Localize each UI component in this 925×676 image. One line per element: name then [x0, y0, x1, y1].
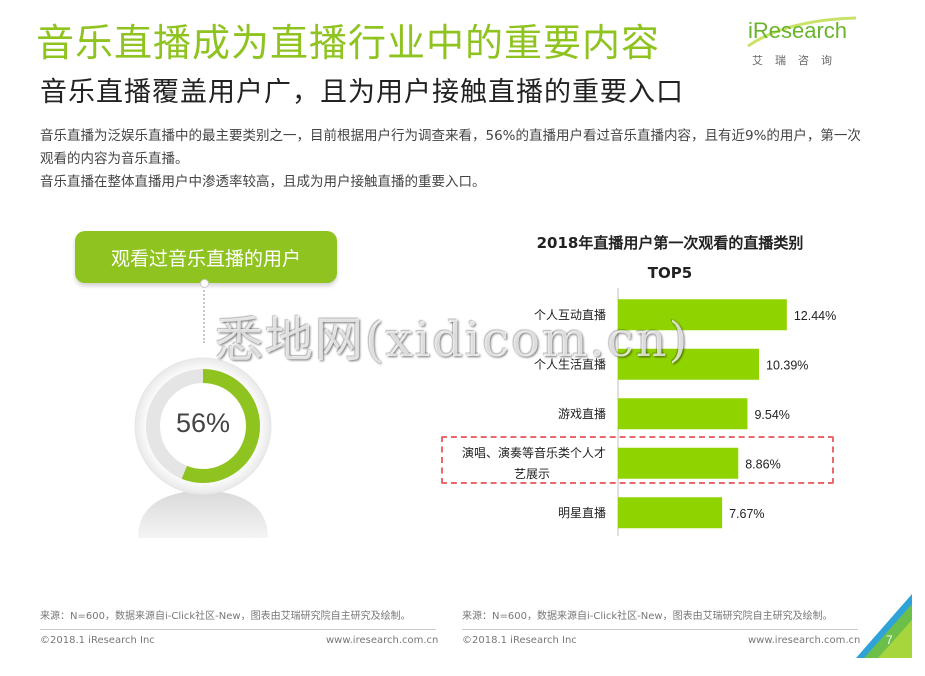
connector-dot: [200, 279, 209, 288]
donut-panel: 56%: [118, 338, 288, 588]
logo-swoosh-icon: [747, 16, 857, 48]
chart-title-line1: 2018年直播用户第一次观看的直播类别: [536, 234, 804, 252]
chart-category-label: 个人互动直播: [534, 308, 606, 322]
bar-chart: 个人互动直播 12.44% 个人生活直播 10.39% 游戏直播 9.54% 演唱、演奏等音…: [462, 288, 836, 536]
chart-title-line2: TOP5: [647, 264, 693, 282]
chart-value-label: 7.67%: [729, 507, 764, 521]
chart-title: 2018年直播用户第一次观看的直播类别 TOP5: [470, 228, 870, 288]
chart-category-label: 明星直播: [558, 506, 606, 520]
body-text: 音乐直播为泛娱乐直播中的最主要类别之一，目前根据用户行为调查来看，56%的直播用…: [40, 125, 870, 194]
footer-url-right[interactable]: www.iresearch.com.cn: [748, 635, 861, 646]
donut-percent-label: 56%: [175, 408, 231, 438]
footer-source-left: 来源：N=600，数据来源自i-Click社区-New，图表由艾瑞研究院自主研究…: [40, 611, 411, 622]
footer-divider-left: [40, 629, 436, 630]
logo-wordmark: iResearch: [748, 18, 848, 43]
donut-chart: [134, 357, 272, 538]
footer-url-left[interactable]: www.iresearch.com.cn: [326, 635, 439, 646]
chart-bar: [618, 447, 739, 479]
iresearch-logo: iResearch 艾瑞咨询: [747, 14, 868, 74]
page-title: 音乐直播成为直播行业中的重要内容: [36, 21, 661, 65]
music-category-highlight-box: [441, 436, 834, 484]
chart-value-label: 9.54%: [754, 408, 789, 422]
watermark-text: 悉地网(xidicom.cn): [215, 312, 690, 368]
corner-triangle-icon: [856, 594, 912, 658]
chart-bar: [618, 299, 787, 331]
chart-category-label: 艺展示: [514, 467, 550, 481]
logo-cn-text: 艾瑞咨询: [752, 54, 844, 67]
chart-value-label: 8.86%: [745, 457, 780, 471]
users-watched-music-live-pill: 观看过音乐直播的用户: [75, 231, 337, 283]
chart-value-label: 12.44%: [794, 309, 836, 323]
page-subtitle: 音乐直播覆盖用户广，且为用户接触直播的重要入口: [40, 77, 684, 108]
chart-category-label: 演唱、演奏等音乐类个人才: [462, 445, 606, 460]
chart-category-label: 游戏直播: [558, 407, 606, 421]
chart-bar: [618, 348, 760, 380]
donut-progress-arc: [146, 369, 260, 483]
footer-copyright-left: ©2018.1 iResearch Inc: [40, 635, 155, 646]
footer-copyright-right: ©2018.1 iResearch Inc: [462, 635, 577, 646]
chart-value-label: 10.39%: [766, 358, 808, 372]
footer-divider-right: [462, 629, 858, 630]
chart-bar: [618, 398, 748, 430]
footer-source-right: 来源：N=600，数据来源自i-Click社区-New，图表由艾瑞研究院自主研究…: [462, 611, 833, 622]
chart-category-label: 个人生活直播: [534, 357, 606, 371]
connector-line: [203, 283, 205, 343]
chart-bar: [618, 497, 723, 529]
donut-base-shape: [138, 490, 268, 538]
body-paragraph-2: 音乐直播在整体直播用户中渗透率较高，且成为用户接触直播的重要入口。: [40, 174, 486, 190]
body-paragraph-1: 音乐直播为泛娱乐直播中的最主要类别之一，目前根据用户行为调查来看，56%的直播用…: [40, 128, 861, 167]
page-number: 7: [886, 633, 893, 647]
